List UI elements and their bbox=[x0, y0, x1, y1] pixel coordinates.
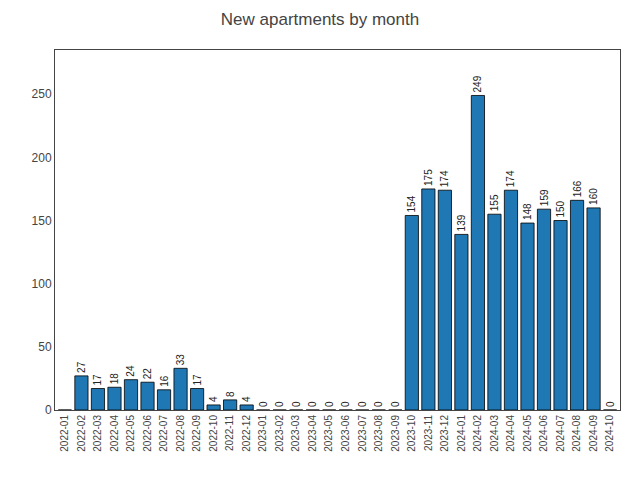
svg-text:2024-03: 2024-03 bbox=[489, 415, 500, 452]
svg-text:2023-05: 2023-05 bbox=[323, 415, 334, 452]
svg-text:2024-05: 2024-05 bbox=[522, 415, 533, 452]
svg-text:2022-04: 2022-04 bbox=[109, 415, 120, 452]
svg-text:New apartments by month: New apartments by month bbox=[221, 10, 419, 29]
svg-text:2022-03: 2022-03 bbox=[92, 415, 103, 452]
svg-text:2023-01: 2023-01 bbox=[257, 415, 268, 452]
svg-text:2024-02: 2024-02 bbox=[472, 415, 483, 452]
svg-text:0: 0 bbox=[390, 401, 401, 407]
svg-text:2023-02: 2023-02 bbox=[274, 415, 285, 452]
svg-text:175: 175 bbox=[423, 169, 434, 186]
svg-text:18: 18 bbox=[109, 373, 120, 385]
svg-text:2023-08: 2023-08 bbox=[373, 415, 384, 452]
svg-text:100: 100 bbox=[32, 277, 52, 291]
svg-text:0: 0 bbox=[307, 401, 318, 407]
svg-text:0: 0 bbox=[340, 401, 351, 407]
svg-text:0: 0 bbox=[324, 401, 335, 407]
svg-text:0: 0 bbox=[357, 401, 368, 407]
svg-text:2023-07: 2023-07 bbox=[357, 415, 368, 452]
svg-text:2024-06: 2024-06 bbox=[538, 415, 549, 452]
svg-text:2024-04: 2024-04 bbox=[505, 415, 516, 452]
svg-text:2023-03: 2023-03 bbox=[290, 415, 301, 452]
svg-text:2022-06: 2022-06 bbox=[142, 415, 153, 452]
svg-text:2023-12: 2023-12 bbox=[439, 415, 450, 452]
svg-text:160: 160 bbox=[588, 188, 599, 205]
svg-text:0: 0 bbox=[605, 401, 616, 407]
svg-text:17: 17 bbox=[92, 374, 103, 386]
svg-text:150: 150 bbox=[555, 200, 566, 217]
svg-text:148: 148 bbox=[522, 203, 533, 220]
svg-text:2023-10: 2023-10 bbox=[406, 415, 417, 452]
svg-text:2023-06: 2023-06 bbox=[340, 415, 351, 452]
svg-text:2024-10: 2024-10 bbox=[604, 415, 615, 452]
svg-text:174: 174 bbox=[505, 170, 516, 187]
svg-text:2022-02: 2022-02 bbox=[76, 415, 87, 452]
svg-text:0: 0 bbox=[258, 401, 269, 407]
svg-text:2022-01: 2022-01 bbox=[59, 415, 70, 452]
svg-text:2022-10: 2022-10 bbox=[208, 415, 219, 452]
svg-text:2023-04: 2023-04 bbox=[307, 415, 318, 452]
svg-text:2022-05: 2022-05 bbox=[125, 415, 136, 452]
svg-text:16: 16 bbox=[159, 375, 170, 387]
svg-text:50: 50 bbox=[38, 340, 52, 354]
svg-text:150: 150 bbox=[32, 214, 52, 228]
svg-text:250: 250 bbox=[32, 87, 52, 101]
svg-text:22: 22 bbox=[142, 368, 153, 380]
svg-text:249: 249 bbox=[472, 75, 483, 92]
svg-text:2024-07: 2024-07 bbox=[555, 415, 566, 452]
svg-text:17: 17 bbox=[192, 374, 203, 386]
svg-text:2024-01: 2024-01 bbox=[456, 415, 467, 452]
svg-text:8: 8 bbox=[225, 391, 236, 397]
svg-text:0: 0 bbox=[274, 401, 285, 407]
svg-text:2024-08: 2024-08 bbox=[571, 415, 582, 452]
svg-text:4: 4 bbox=[241, 396, 252, 402]
svg-text:4: 4 bbox=[208, 396, 219, 402]
svg-text:2023-11: 2023-11 bbox=[423, 415, 434, 451]
svg-text:2022-12: 2022-12 bbox=[241, 415, 252, 452]
svg-text:2022-08: 2022-08 bbox=[175, 415, 186, 452]
svg-text:139: 139 bbox=[456, 214, 467, 231]
svg-text:2023-09: 2023-09 bbox=[390, 415, 401, 452]
svg-text:24: 24 bbox=[125, 365, 136, 377]
svg-text:2022-07: 2022-07 bbox=[158, 415, 169, 452]
svg-text:27: 27 bbox=[76, 361, 87, 373]
svg-text:0: 0 bbox=[291, 401, 302, 407]
svg-text:2022-11: 2022-11 bbox=[224, 415, 235, 451]
svg-text:166: 166 bbox=[572, 180, 583, 197]
svg-text:33: 33 bbox=[175, 354, 186, 366]
svg-text:174: 174 bbox=[439, 170, 450, 187]
svg-text:200: 200 bbox=[32, 151, 52, 165]
svg-text:0: 0 bbox=[373, 401, 384, 407]
svg-text:0: 0 bbox=[45, 403, 52, 417]
svg-text:159: 159 bbox=[539, 189, 550, 206]
svg-text:154: 154 bbox=[406, 195, 417, 212]
svg-text:155: 155 bbox=[489, 194, 500, 211]
svg-text:2022-09: 2022-09 bbox=[191, 415, 202, 452]
svg-text:2024-09: 2024-09 bbox=[588, 415, 599, 452]
